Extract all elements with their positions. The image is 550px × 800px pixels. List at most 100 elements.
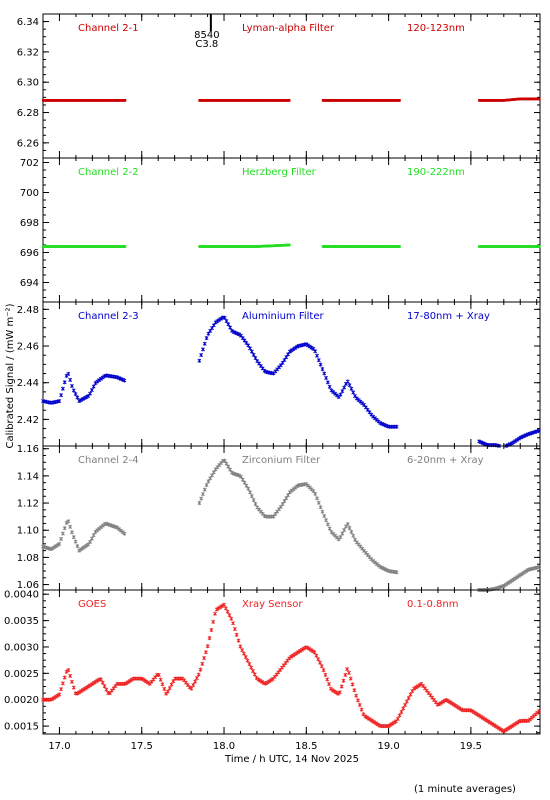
y-tick-label: 0.0035 <box>4 616 39 627</box>
data-point <box>225 609 230 614</box>
band-label: 6-20nm + Xray <box>407 455 484 466</box>
data-point <box>267 679 272 684</box>
data-point <box>191 683 196 688</box>
data-point <box>197 501 202 506</box>
panel-frame <box>42 13 541 159</box>
data-point <box>350 682 355 687</box>
data-point <box>334 690 339 695</box>
data-point <box>88 391 92 396</box>
data-point <box>158 677 163 682</box>
data-point <box>228 467 233 472</box>
data-point <box>60 681 65 686</box>
data-point <box>269 678 274 683</box>
data-point <box>366 716 371 721</box>
data-point <box>394 570 399 575</box>
data-point <box>327 526 332 531</box>
data-point <box>309 647 313 652</box>
data-point <box>338 392 343 397</box>
data-point <box>59 536 64 541</box>
data-point <box>401 706 406 711</box>
y-tick-label: 6.30 <box>17 78 39 89</box>
data-point <box>347 526 352 531</box>
data-point <box>294 651 299 656</box>
data-point <box>351 533 356 538</box>
data-point <box>251 669 255 674</box>
data-point <box>137 676 141 681</box>
data-point <box>316 358 321 363</box>
data-point <box>415 684 420 689</box>
y-tick-label: 1.14 <box>17 471 39 482</box>
y-tick-label: 694 <box>20 278 39 289</box>
data-point <box>408 692 413 697</box>
data-point <box>251 352 256 357</box>
data-point <box>324 375 328 380</box>
y-tick-label: 0.0025 <box>4 669 39 680</box>
data-point <box>506 726 511 731</box>
data-point <box>77 399 82 404</box>
data-point <box>349 386 354 391</box>
data-point <box>368 717 373 722</box>
series-5 <box>41 602 541 733</box>
data-point <box>208 328 213 333</box>
data-point <box>240 648 245 653</box>
data-point <box>133 676 138 681</box>
data-point <box>209 627 214 632</box>
data-point <box>318 660 322 665</box>
data-point <box>238 644 243 649</box>
data-point <box>127 678 132 683</box>
data-point <box>404 699 409 704</box>
channel-label: Channel 2-4 <box>78 455 139 466</box>
data-point <box>124 245 127 248</box>
data-point <box>488 720 493 725</box>
data-point <box>75 395 80 400</box>
data-point <box>441 699 445 704</box>
y-tick-label: 0.0040 <box>4 590 39 601</box>
data-point <box>372 720 377 725</box>
data-point <box>383 724 388 729</box>
data-point <box>504 727 509 732</box>
data-point <box>392 424 397 429</box>
y-tick-label: 0.0015 <box>4 722 39 733</box>
y-tick-label: 0.0020 <box>4 695 39 706</box>
data-point <box>144 679 149 684</box>
data-point <box>462 708 467 713</box>
data-point <box>115 681 120 686</box>
data-point <box>55 693 60 698</box>
data-point <box>446 699 451 704</box>
data-point <box>352 688 357 693</box>
band-label: 0.1-0.8nm <box>407 599 459 610</box>
data-point <box>57 399 62 404</box>
data-point <box>536 565 541 570</box>
data-point <box>82 396 87 401</box>
data-point <box>390 721 395 726</box>
data-point <box>51 696 56 701</box>
data-point <box>53 694 58 699</box>
data-point <box>480 715 485 720</box>
data-point <box>470 709 474 714</box>
data-point <box>211 323 216 328</box>
y-tick-label: 702 <box>20 158 39 169</box>
data-point <box>167 686 172 691</box>
data-point <box>211 619 216 624</box>
data-point <box>493 724 498 729</box>
data-point <box>412 686 417 691</box>
data-point <box>214 607 219 612</box>
data-point <box>246 343 251 348</box>
filter-label: Lyman-alpha Filter <box>242 23 335 34</box>
data-point <box>220 603 225 608</box>
data-point <box>68 524 73 529</box>
panel-4: 1.06 1.08 1.10 1.12 1.14 1.16 Channel 2-4 Zirco… <box>17 444 541 592</box>
data-point <box>260 679 264 684</box>
data-point <box>239 474 243 479</box>
data-point <box>262 368 267 373</box>
data-point <box>475 712 480 717</box>
data-point <box>499 727 503 732</box>
data-point <box>256 677 261 682</box>
data-point <box>142 678 147 683</box>
data-point <box>60 531 65 536</box>
data-point <box>100 680 105 685</box>
data-point <box>252 672 257 677</box>
data-point <box>365 715 369 720</box>
data-point <box>394 424 399 429</box>
